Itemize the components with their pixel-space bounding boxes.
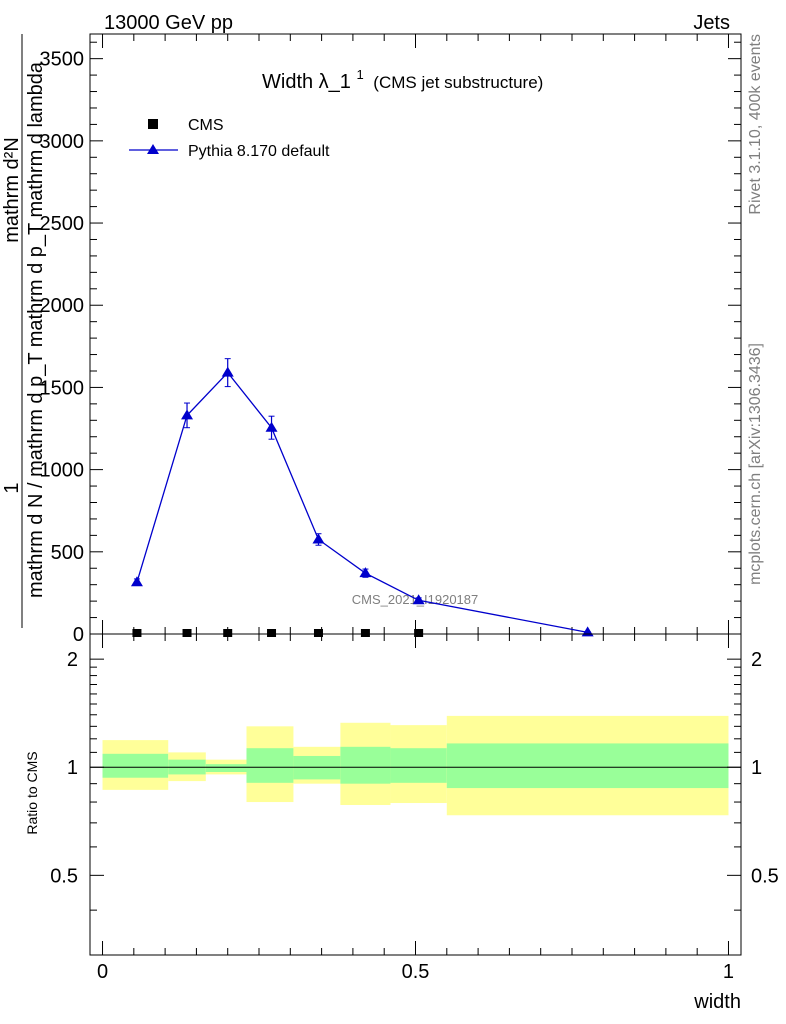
cms-point xyxy=(132,629,142,637)
pythia-point xyxy=(265,421,278,432)
y-axis-label: 1 mathrm d N / mathrm d p_T mathrm d p_T… xyxy=(1,34,47,628)
cms-series xyxy=(132,629,424,637)
ratio-y-tick-label-left: 2 xyxy=(67,649,78,671)
cms-point xyxy=(267,629,277,637)
rivet-version-label: Rivet 3.1.10, 400k events xyxy=(747,34,764,215)
ratio-inner-band xyxy=(205,764,247,772)
chart-title: Width λ_1 1 (CMS jet substructure) xyxy=(262,62,543,93)
main-panel: 0 500 1000 1500 2000 2500 3000 3500 CMS_2021_I1… xyxy=(1,33,742,646)
y-axis-label-numerator: 1 xyxy=(1,482,23,493)
mcplots-label: mcplots.cern.ch [arXiv:1306.3436] xyxy=(747,343,764,585)
main-y-tick-label: 3000 xyxy=(40,131,85,153)
ratio-uncertainty-bands xyxy=(102,715,729,816)
x-axis-label: width xyxy=(693,991,741,1013)
main-y-tick-label: 2000 xyxy=(40,295,85,317)
chart-title-main: Width λ_1 xyxy=(262,71,351,93)
x-tick-label: 0.5 xyxy=(402,961,430,983)
legend-pythia-marker xyxy=(147,144,159,154)
pythia-point xyxy=(130,576,143,587)
ratio-y-tick-label-left: 0.5 xyxy=(50,865,78,887)
ratio-panel: 0.5 0.51 12 2 0 0.5 1 Ratio to CMS width xyxy=(24,633,779,1013)
pythia-point xyxy=(221,366,234,377)
ratio-y-tick-label-right: 1 xyxy=(751,757,762,779)
pythia-point xyxy=(181,409,194,420)
ratio-y-tick-label-right: 0.5 xyxy=(751,865,779,887)
main-y-ticks: 0 500 1000 1500 2000 2500 3000 3500 xyxy=(40,41,741,646)
ratio-inner-band xyxy=(390,748,447,783)
ratio-inner-band xyxy=(102,753,169,778)
cms-point xyxy=(182,629,192,637)
pythia-line xyxy=(136,371,588,633)
header-process: 13000 GeV pp xyxy=(104,12,233,34)
header-category: Jets xyxy=(693,12,730,34)
pythia-point xyxy=(359,567,372,578)
y-axis-label-overlay: mathrm d²N xyxy=(1,137,23,243)
main-y-tick-label: 0 xyxy=(73,624,84,646)
main-y-tick-label: 1500 xyxy=(40,377,85,399)
main-y-tick-label: 2500 xyxy=(40,213,85,235)
chart-title-suffix: (CMS jet substructure) xyxy=(373,73,543,92)
cms-point xyxy=(414,629,424,637)
y-axis-label-denominator: mathrm d N / mathrm d p_T mathrm d p_T m… xyxy=(25,61,47,598)
pythia-point xyxy=(312,533,325,544)
analysis-watermark: CMS_2021_I1920187 xyxy=(352,592,479,607)
cms-point xyxy=(360,629,370,637)
main-y-tick-label: 500 xyxy=(51,542,84,564)
pythia-series xyxy=(130,358,594,637)
main-y-tick-label: 3500 xyxy=(40,49,85,71)
main-y-tick-label: 1000 xyxy=(40,460,85,482)
pythia-point xyxy=(412,594,425,605)
ratio-inner-band xyxy=(246,748,294,783)
ratio-inner-band xyxy=(446,743,729,789)
x-tick-label: 0 xyxy=(97,961,108,983)
ratio-inner-band xyxy=(340,746,391,784)
ratio-y-tick-label-left: 1 xyxy=(67,757,78,779)
cms-point xyxy=(313,629,323,637)
legend-cms-label: CMS xyxy=(188,117,224,134)
cms-point xyxy=(223,629,233,637)
ratio-y-tick-label-right: 2 xyxy=(751,649,762,671)
ratio-y-axis-label: Ratio to CMS xyxy=(24,751,40,834)
legend: CMS Pythia 8.170 default xyxy=(129,117,330,160)
chart-title-superscript: 1 xyxy=(357,67,364,82)
legend-cms-marker xyxy=(148,119,158,129)
ratio-y-ticks: 0.5 0.5 1 1 2 2 xyxy=(50,649,779,911)
x-tick-label: 1 xyxy=(723,961,734,983)
ratio-x-ticks: 0 0.5 1 xyxy=(97,634,734,983)
legend-pythia-label: Pythia 8.170 default xyxy=(188,143,330,160)
